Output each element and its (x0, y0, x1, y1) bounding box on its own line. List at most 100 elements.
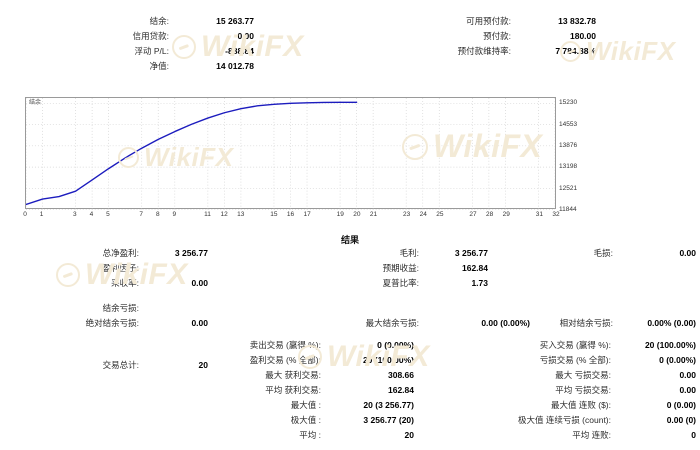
trades-value-loss-trades: 0 (0.00%) (659, 355, 696, 365)
summary-row-equity: 净值: 14 012.78 (58, 59, 254, 74)
trades-value-max-consecutive-wins: 20 (3 256.77) (363, 400, 414, 410)
trades-value-max-consecutive-losses: 0 (0.00) (666, 400, 696, 410)
trades-label-max-consecutive-losses: 最大值 连败 ($): (551, 400, 611, 410)
trades-row-long-trades: 买入交易 (赢得 %): 20 (100.00%) (470, 338, 696, 353)
summary-value-free-margin: 13 832.78 (558, 16, 596, 26)
drawdown-row-absolute: 绝对结余亏损: 0.00 (50, 316, 208, 331)
x-tick-label: 21 (369, 211, 378, 218)
x-tick-label: 0 (23, 211, 27, 218)
summary-value-margin-level: 7 784.88% (555, 46, 596, 56)
x-tick-label: 19 (336, 211, 344, 218)
trades-row-profit-trades: 盈利交易 (% 全部): 20 (100.00%) (196, 353, 414, 368)
results-value-gross-profit: 3 256.77 (454, 248, 488, 258)
results-value-gross-loss: 0.00 (679, 248, 696, 258)
summary-value-balance: 15 263.77 (216, 16, 254, 26)
trades-label-largest-profit: 最大 获利交易: (265, 370, 321, 380)
summary-row-margin: 预付款: 180.00 (400, 29, 596, 44)
x-tick-label: 11 (204, 211, 211, 218)
x-tick-label: 31 (535, 211, 544, 218)
summary-value-floating-pl: -888.84 (225, 46, 254, 56)
summary-row-free-margin: 可用预付款: 13 832.78 (400, 14, 596, 29)
chart-series-label: 结余 (29, 100, 42, 106)
results-label-expected-payoff: 预期收益: (382, 263, 419, 273)
x-tick-label: 29 (502, 211, 510, 218)
trades-value-average-consecutive-wins: 20 (404, 430, 414, 440)
balance-chart: 结余 (25, 97, 556, 210)
trades-value-profit-trades: 20 (100.00%) (362, 355, 414, 365)
x-tick-label: 3 (72, 211, 77, 218)
trades-row-largest-loss: 最大 亏损交易: 0.00 (470, 368, 696, 383)
y-tick-label: 13198 (559, 163, 578, 171)
trades-row-largest-profit: 最大 获利交易: 308.66 (196, 368, 414, 383)
drawdown-value-absolute: 0.00 (191, 318, 208, 328)
trades-label-short-trades: 卖出交易 (赢得 %): (249, 340, 321, 350)
drawdown-left: 结余亏损: 绝对结余亏损: 0.00 (50, 301, 208, 331)
trades-label-largest-loss: 最大 亏损交易: (555, 370, 611, 380)
trades-value-maximal-consecutive-loss: 0.00 (0) (666, 415, 696, 425)
results-value-total-net-profit: 3 256.77 (174, 248, 208, 258)
y-tick-label: 13876 (559, 142, 578, 149)
trades-row-max-consecutive-losses: 最大值 连败 ($): 0 (0.00) (470, 398, 696, 413)
x-tick-label: 15 (270, 211, 278, 218)
trades-value-average-profit: 162.84 (388, 385, 414, 395)
summary-row-credit: 信用贷款: 0.00 (58, 29, 254, 44)
x-tick-label: 24 (419, 211, 427, 218)
results-value-expected-payoff: 162.84 (462, 263, 488, 273)
chart-y-axis: 11844 12521 13198 13876 14553 15230 (559, 97, 599, 215)
x-tick-label: 25 (436, 211, 444, 218)
trades-label-long-trades: 买入交易 (赢得 %): (539, 340, 611, 350)
trades-value-short-trades: 0 (0.00%) (377, 340, 414, 350)
x-tick-label: 17 (303, 211, 311, 218)
drawdown-value-relative: 0.00% (0.00) (647, 318, 696, 328)
results-section-title: 结果 (340, 235, 359, 245)
results-label-recovery-factor: 采收率: (111, 278, 139, 288)
trades-value-total: 20 (198, 360, 208, 370)
results-label-profit-factor: 盈利因子: (102, 263, 139, 273)
account-summary-right: 可用预付款: 13 832.78 预付款: 180.00 预付款维持率: 7 7… (400, 14, 596, 59)
x-tick-label: 7 (139, 211, 143, 218)
summary-label-free-margin: 可用预付款: (466, 16, 511, 26)
trades-row-maximal-consecutive-loss: 极大值 连续亏损 (count): 0.00 (0) (470, 413, 696, 428)
x-tick-label: 27 (469, 211, 477, 218)
y-tick-label: 11844 (559, 206, 577, 213)
trades-label-average-loss: 平均 亏损交易: (555, 385, 611, 395)
results-row-total-net-profit: 总净盈利: 3 256.77 (50, 246, 208, 261)
results-value-recovery-factor: 0.00 (191, 278, 208, 288)
trades-row-maximal-consecutive-profit: 极大值 : 3 256.77 (20) (196, 413, 414, 428)
summary-label-credit: 信用贷款: (132, 31, 169, 41)
x-tick-label: 32 (552, 211, 560, 218)
x-tick-label: 20 (353, 211, 361, 218)
trades-row-short-trades: 卖出交易 (赢得 %): 0 (0.00%) (196, 338, 414, 353)
summary-label-margin: 预付款: (483, 31, 511, 41)
trades-row-loss-trades: 亏损交易 (% 全部): 0 (0.00%) (470, 353, 696, 368)
drawdown-row-maximal: 最大结余亏损: 0.00 (0.00%) (288, 316, 530, 331)
x-tick-label: 8 (155, 211, 160, 218)
results-row-expected-payoff: 预期收益: 162.84 (330, 261, 488, 276)
x-tick-label: 28 (486, 211, 494, 218)
summary-value-margin: 180.00 (570, 31, 596, 41)
results-right: 毛损: 0.00 (560, 246, 696, 261)
balance-chart-plot (26, 98, 555, 210)
drawdown-mid: 最大结余亏损: 0.00 (0.00%) (288, 301, 530, 331)
drawdown-value-maximal: 0.00 (0.00%) (481, 318, 530, 328)
summary-row-floating-pl: 浮动 P/L: -888.84 (58, 44, 254, 59)
trades-row-average-loss: 平均 亏损交易: 0.00 (470, 383, 696, 398)
results-value-sharpe-ratio: 1.73 (471, 278, 488, 288)
summary-label-floating-pl: 浮动 P/L: (134, 46, 169, 56)
summary-row-margin-level: 预付款维持率: 7 784.88% (400, 44, 596, 59)
drawdown-label-absolute: 绝对结余亏损: (85, 318, 139, 328)
trades-label-average-consecutive-wins: 平均 : (299, 430, 321, 440)
trades-row-average-consecutive-wins: 平均 : 20 (196, 428, 414, 443)
watermark-text: WikiFX (586, 36, 676, 66)
trades-row-total: 交易总计: 20 (50, 358, 208, 373)
results-mid: 毛利: 3 256.77 预期收益: 162.84 夏普比率: 1.73 (330, 246, 488, 291)
trades-left: 交易总计: 20 (50, 358, 208, 373)
summary-label-equity: 净值: (149, 61, 169, 71)
drawdown-row-balance-drawdown: 结余亏损: (50, 301, 208, 316)
trades-value-long-trades: 20 (100.00%) (644, 340, 696, 350)
summary-value-credit: 0.00 (237, 31, 254, 41)
results-row-gross-loss: 毛损: 0.00 (560, 246, 696, 261)
results-label-gross-profit: 毛利: (399, 248, 419, 258)
results-label-total-net-profit: 总净盈利: (102, 248, 139, 258)
